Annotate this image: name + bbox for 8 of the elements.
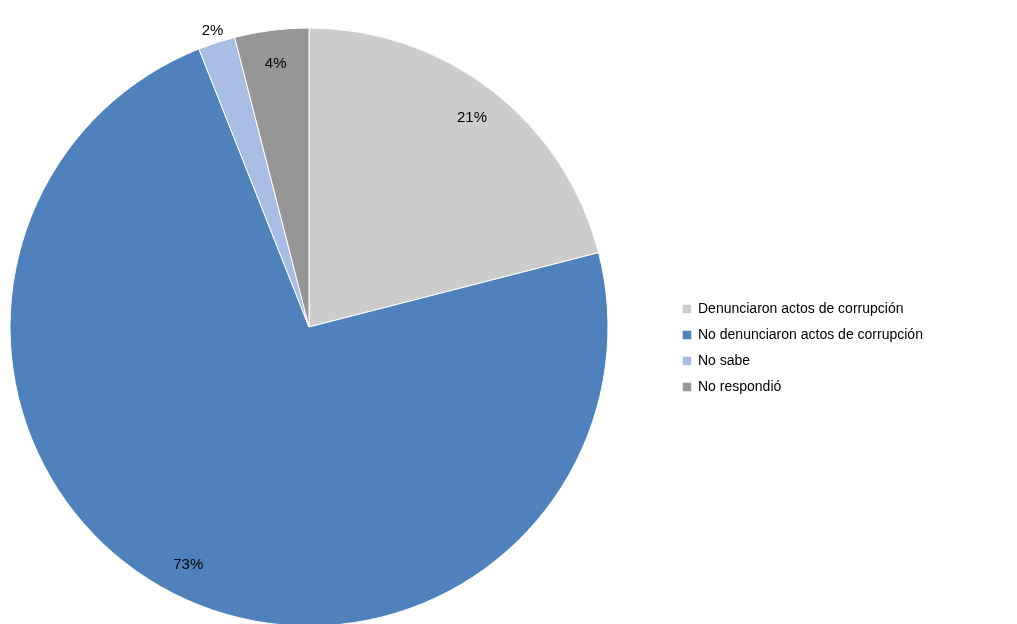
legend-label: No denunciaron actos de corrupción <box>698 326 923 342</box>
data-label: 4% <box>264 54 287 72</box>
legend-label: No sabe <box>698 352 751 368</box>
legend-label: No respondió <box>698 378 782 394</box>
legend-label: Denunciaron actos de corrupción <box>698 300 904 316</box>
data-label: 21% <box>457 107 488 125</box>
data-label: 73% <box>173 555 204 573</box>
data-label: 2% <box>201 21 224 39</box>
